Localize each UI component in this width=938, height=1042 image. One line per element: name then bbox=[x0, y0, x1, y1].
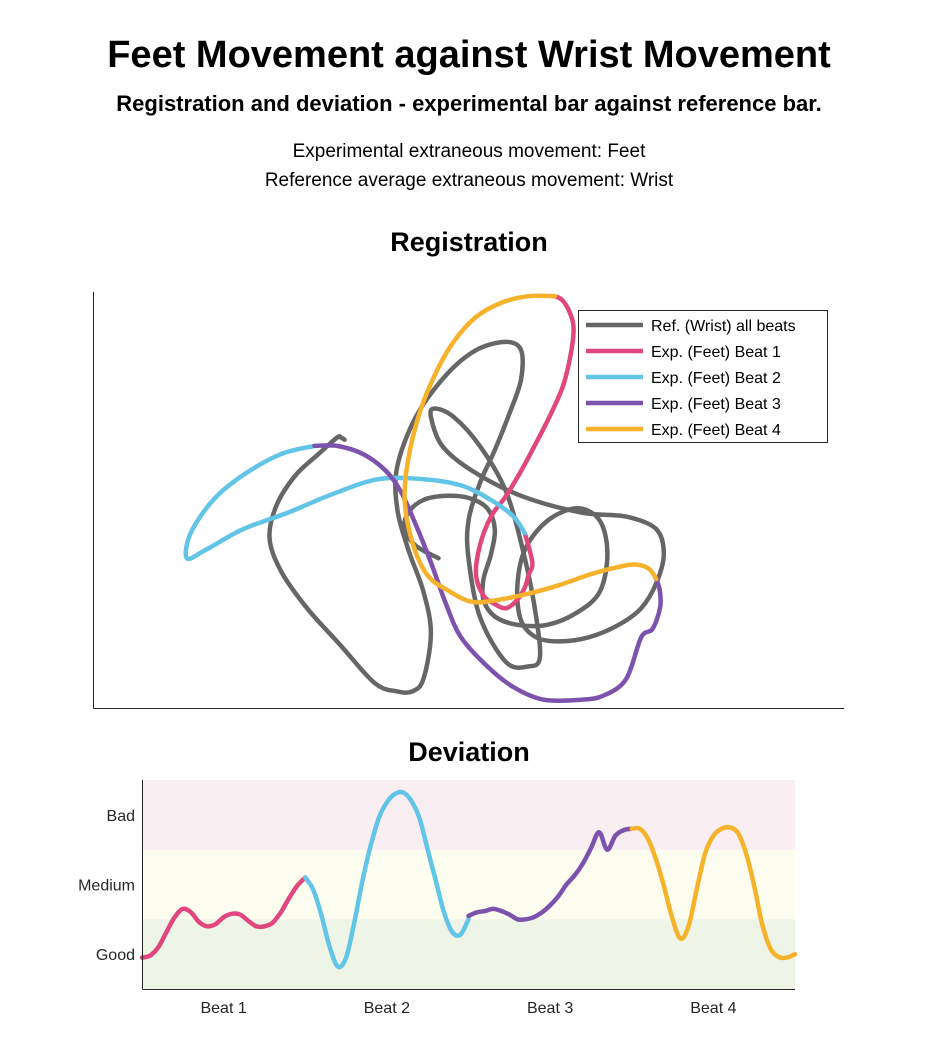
registration-line-exp-feet-beat-4 bbox=[402, 293, 659, 605]
x-tick-beat-1: Beat 1 bbox=[200, 1000, 246, 1017]
page-title: Feet Movement against Wrist Movement bbox=[107, 34, 831, 76]
legend-label-exp-feet-beat-4: Exp. (Feet) Beat 4 bbox=[651, 422, 781, 439]
experimental-movement-info: Experimental extraneous movement: Feet bbox=[292, 141, 646, 162]
y-tick-bad: Bad bbox=[107, 808, 135, 825]
deviation-line-beat-1 bbox=[139, 875, 308, 960]
legend-label-exp-feet-beat-3: Exp. (Feet) Beat 3 bbox=[651, 396, 781, 413]
x-tick-beat-4: Beat 4 bbox=[690, 1000, 736, 1017]
registration-line-exp-feet-beat-1 bbox=[473, 293, 576, 611]
registration-title: Registration bbox=[390, 227, 548, 257]
registration-line-exp-feet-beat-2 bbox=[183, 443, 528, 562]
band-good bbox=[142, 919, 795, 989]
deviation-line-beat-2 bbox=[303, 789, 471, 970]
band-medium bbox=[142, 849, 795, 920]
deviation-series-group bbox=[139, 789, 798, 970]
x-tick-beat-3: Beat 3 bbox=[527, 1000, 573, 1017]
legend-label-exp-feet-beat-2: Exp. (Feet) Beat 2 bbox=[651, 370, 781, 387]
deviation-bands bbox=[142, 780, 795, 989]
legend-label-ref-wrist-all-beats: Ref. (Wrist) all beats bbox=[651, 318, 796, 335]
x-tick-beat-2: Beat 2 bbox=[364, 1000, 410, 1017]
deviation-line-beat-3 bbox=[466, 826, 635, 923]
page-subtitle: Registration and deviation - experimenta… bbox=[116, 91, 822, 116]
legend-label-exp-feet-beat-1: Exp. (Feet) Beat 1 bbox=[651, 344, 781, 361]
reference-movement-info: Reference average extraneous movement: W… bbox=[264, 170, 674, 191]
registration-series-group bbox=[183, 293, 667, 704]
registration-legend: Ref. (Wrist) all beats Exp. (Feet) Beat 1… bbox=[578, 310, 828, 443]
deviation-line-beat-4 bbox=[629, 824, 798, 961]
registration-line-ref-wrist-all-beats bbox=[267, 339, 667, 695]
band-bad bbox=[142, 780, 795, 850]
y-tick-good: Good bbox=[96, 947, 135, 964]
y-tick-medium: Medium bbox=[78, 878, 135, 895]
registration-chart: Registration Ref. (Wrist) all beats Exp. … bbox=[93, 227, 844, 709]
registration-line-exp-feet-beat-3 bbox=[312, 443, 663, 704]
deviation-title: Deviation bbox=[408, 737, 530, 767]
deviation-tick-labels: Good Medium Bad Beat 1 Beat 2 Beat 3 Beat 4 bbox=[78, 808, 737, 1017]
